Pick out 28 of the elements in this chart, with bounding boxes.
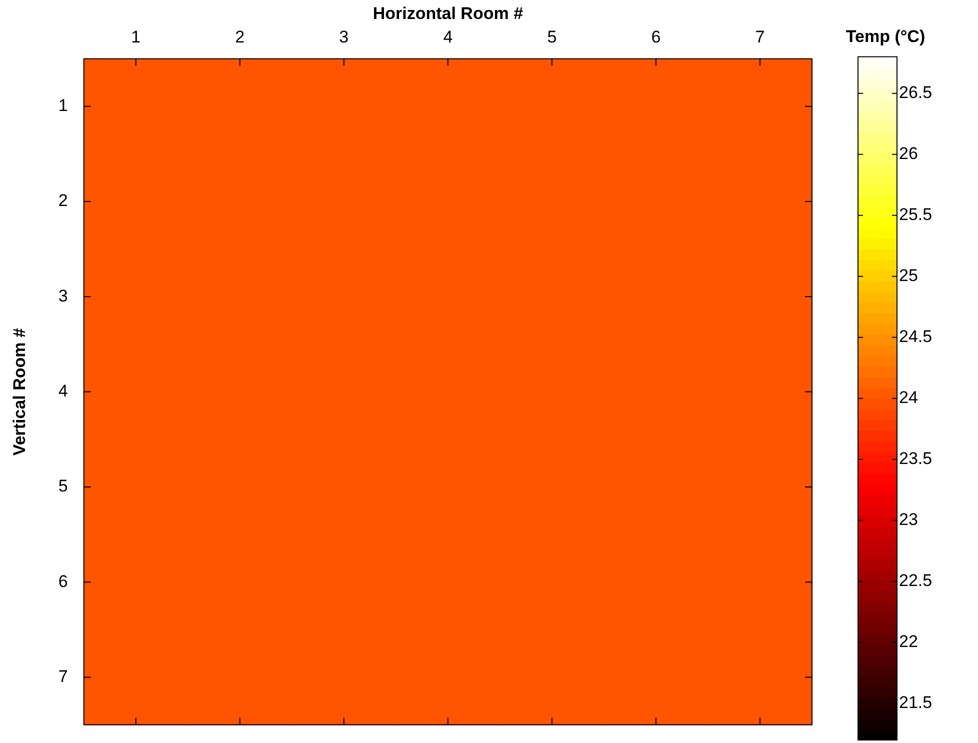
y-tick-label: 6	[58, 572, 68, 591]
color-bar-label: 21.5	[899, 693, 932, 712]
x-tick-label: 3	[339, 27, 349, 46]
x-tick-label: 2	[235, 27, 245, 46]
y-axis-title: Vertical Room #	[10, 327, 29, 456]
color-bar-label: 24.5	[899, 327, 932, 346]
y-tick-label: 1	[58, 96, 68, 116]
color-bar-label: 22	[899, 632, 918, 652]
color-bar-label: 23.5	[899, 449, 932, 468]
y-tick-label: 5	[58, 476, 68, 496]
color-bar-label: 26	[899, 144, 918, 164]
x-tick-label: 1	[131, 27, 141, 46]
color-bar-label: 22.5	[899, 571, 932, 590]
y-tick-label: 3	[58, 286, 68, 306]
color-bar-title: Temp (°C)	[846, 27, 926, 46]
x-tick-label: 5	[547, 27, 557, 46]
y-tick-label: 7	[58, 666, 68, 686]
color-bar-label: 25	[899, 266, 918, 286]
x-axis-title: Horizontal Room #	[372, 4, 524, 23]
x-tick-label: 4	[443, 27, 453, 46]
x-tick-label: 6	[651, 27, 661, 46]
color-bar-label: 26.5	[899, 83, 932, 102]
y-tick-label: 2	[58, 191, 68, 210]
y-tick-label: 4	[58, 381, 68, 400]
color-bar-label: 24	[899, 388, 918, 408]
x-tick-label: 7	[755, 27, 765, 46]
color-bar-label: 23	[899, 510, 918, 530]
color-bar-label: 25.5	[899, 205, 932, 224]
